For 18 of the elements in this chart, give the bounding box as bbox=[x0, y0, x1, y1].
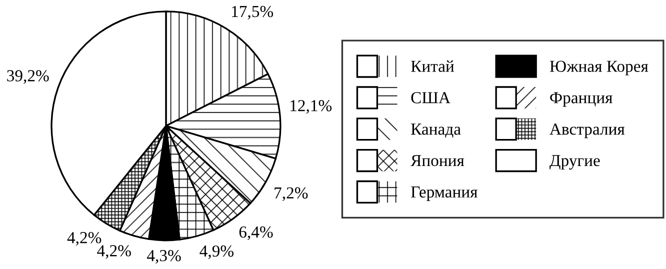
data-label: 12,1% bbox=[290, 100, 332, 114]
data-label: 7,2% bbox=[274, 187, 308, 201]
legend-label: США bbox=[411, 92, 450, 104]
data-label: 4,2% bbox=[67, 232, 102, 246]
legend-label: Южная Корея bbox=[550, 60, 648, 76]
data-label: 39,2% bbox=[7, 70, 49, 84]
legend-label: Другие bbox=[550, 155, 600, 170]
legend-label: Китай bbox=[411, 60, 454, 72]
legend-label: Австралия bbox=[550, 124, 625, 138]
legend-label: Германия bbox=[411, 186, 478, 201]
legend-label: Япония bbox=[410, 155, 464, 166]
data-label: 4,9% bbox=[200, 245, 234, 260]
legend-label: Канада bbox=[411, 124, 461, 138]
data-label: 17,5% bbox=[232, 6, 274, 20]
data-label: 4,2% bbox=[97, 245, 131, 259]
data-label: 4,3% bbox=[147, 250, 181, 264]
data-label: 6,4% bbox=[239, 226, 273, 240]
legend-label: Франция bbox=[550, 92, 612, 107]
